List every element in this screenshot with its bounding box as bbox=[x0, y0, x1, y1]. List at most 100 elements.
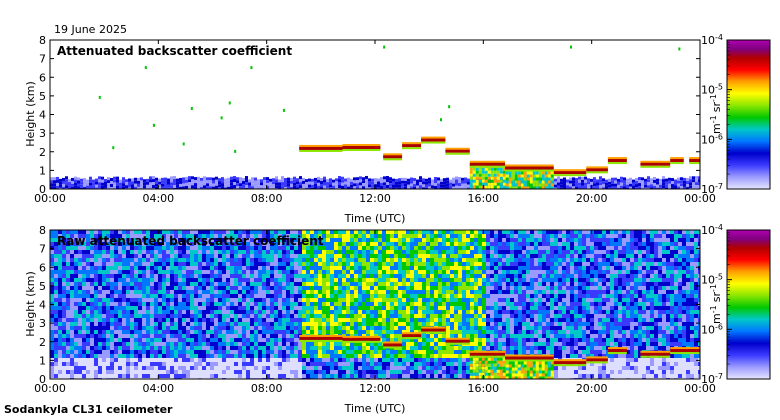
noise-cell bbox=[86, 314, 90, 318]
noise-cell bbox=[110, 294, 114, 298]
noise-cell bbox=[270, 250, 274, 254]
aerosol-cell bbox=[440, 178, 443, 182]
noise-cell bbox=[390, 302, 394, 306]
noise-cell bbox=[426, 234, 430, 238]
noise-cell bbox=[258, 358, 262, 362]
noise-cell bbox=[302, 362, 306, 366]
aerosol-cell bbox=[239, 177, 242, 181]
noise-cell bbox=[62, 270, 66, 274]
noise-cell bbox=[338, 294, 342, 298]
noise-cell bbox=[250, 238, 254, 242]
noise-cell bbox=[70, 330, 74, 334]
aerosol-cell bbox=[398, 178, 401, 182]
noise-cell bbox=[418, 278, 422, 282]
noise-cell bbox=[226, 278, 230, 282]
noise-cell bbox=[354, 266, 358, 270]
noise-cell bbox=[322, 326, 326, 330]
noise-cell bbox=[246, 302, 250, 306]
noise-cell bbox=[162, 298, 166, 302]
noise-cell bbox=[210, 242, 214, 246]
aerosol-cell bbox=[416, 182, 419, 186]
noise-cell bbox=[418, 326, 422, 330]
noise-cell bbox=[402, 242, 406, 246]
noise-cell bbox=[150, 290, 154, 294]
noise-cell bbox=[110, 322, 114, 326]
echo-point bbox=[144, 66, 147, 70]
noise-cell bbox=[70, 282, 74, 286]
noise-cell bbox=[370, 266, 374, 270]
noise-cell bbox=[82, 338, 86, 342]
noise-cell bbox=[126, 298, 130, 302]
aerosol-cell bbox=[308, 178, 311, 182]
aerosol-cell bbox=[164, 180, 167, 184]
noise-cell bbox=[234, 262, 238, 266]
aerosol-cell bbox=[281, 179, 284, 183]
noise-cell bbox=[286, 338, 290, 342]
aerosol-cell bbox=[320, 178, 323, 182]
noise-cell bbox=[414, 358, 418, 362]
noise-cell bbox=[222, 346, 226, 350]
noise-cell bbox=[282, 342, 286, 346]
noise-cell bbox=[278, 350, 282, 354]
noise-cell bbox=[250, 290, 254, 294]
noise-cell bbox=[390, 230, 394, 234]
aerosol-cell bbox=[98, 179, 101, 183]
aerosol-cell bbox=[638, 186, 641, 189]
noise-cell bbox=[358, 366, 362, 370]
noise-cell bbox=[370, 242, 374, 246]
aerosol-cell bbox=[317, 185, 320, 189]
noise-cell bbox=[314, 306, 318, 310]
noise-cell bbox=[186, 326, 190, 330]
noise-cell bbox=[214, 262, 218, 266]
aerosol-cell bbox=[125, 185, 128, 189]
precip-cell bbox=[487, 179, 491, 183]
noise-cell bbox=[78, 366, 82, 370]
noise-cell bbox=[330, 370, 334, 374]
noise-cell bbox=[354, 290, 358, 294]
noise-cell bbox=[250, 254, 254, 258]
noise-cell bbox=[174, 330, 178, 334]
noise-cell bbox=[406, 270, 410, 274]
noise-cell bbox=[122, 274, 126, 278]
noise-cell bbox=[66, 238, 70, 242]
noise-cell bbox=[274, 294, 278, 298]
noise-cell bbox=[158, 294, 162, 298]
noise-cell bbox=[146, 318, 150, 322]
noise-cell bbox=[298, 350, 302, 354]
noise-cell bbox=[130, 310, 134, 314]
noise-cell bbox=[150, 234, 154, 238]
noise-cell bbox=[214, 254, 218, 258]
noise-cell bbox=[58, 342, 62, 346]
noise-cell bbox=[282, 358, 286, 362]
noise-cell bbox=[170, 354, 174, 358]
noise-cell bbox=[226, 362, 230, 366]
noise-cell bbox=[378, 346, 382, 350]
noise-cell bbox=[282, 370, 286, 374]
aerosol-cell bbox=[458, 186, 461, 189]
noise-cell bbox=[350, 322, 354, 326]
noise-cell bbox=[238, 302, 242, 306]
aerosol-cell bbox=[50, 183, 53, 187]
noise-cell bbox=[122, 242, 126, 246]
noise-cell bbox=[402, 358, 406, 362]
noise-cell bbox=[294, 374, 298, 378]
noise-cell bbox=[246, 318, 250, 322]
noise-cell bbox=[82, 302, 86, 306]
noise-cell bbox=[170, 286, 174, 290]
noise-cell bbox=[150, 366, 154, 370]
noise-cell bbox=[310, 262, 314, 266]
noise-cell bbox=[430, 290, 434, 294]
noise-cell bbox=[50, 374, 54, 378]
aerosol-cell bbox=[446, 183, 449, 187]
noise-cell bbox=[246, 330, 250, 334]
noise-cell bbox=[186, 246, 190, 250]
aerosol-cell bbox=[236, 180, 239, 184]
noise-cell bbox=[294, 310, 298, 314]
aerosol-cell bbox=[437, 186, 440, 189]
noise-cell bbox=[422, 370, 426, 374]
noise-cell bbox=[198, 302, 202, 306]
noise-cell bbox=[206, 274, 210, 278]
noise-cell bbox=[90, 294, 94, 298]
noise-cell bbox=[254, 354, 258, 358]
noise-cell bbox=[346, 358, 350, 362]
